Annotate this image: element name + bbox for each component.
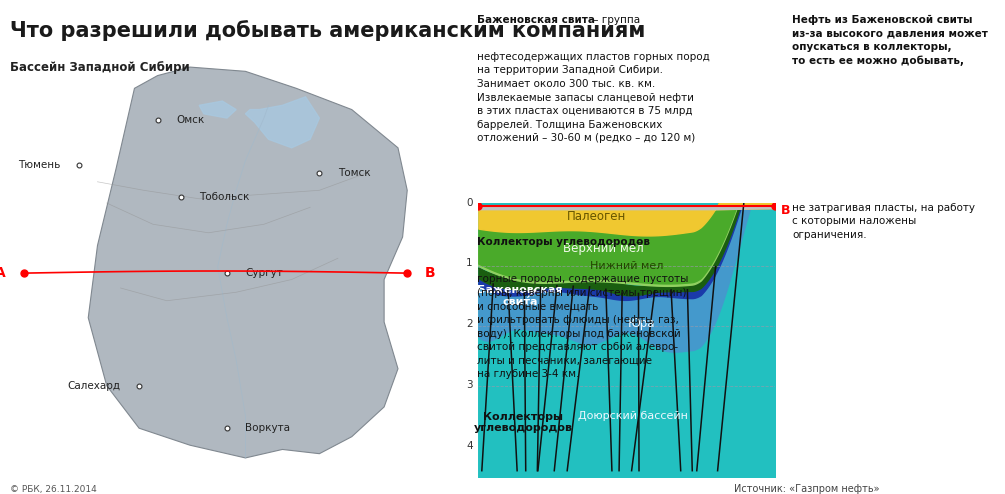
Text: Что разрешили добывать американским компаниям: Что разрешили добывать американским комп…	[10, 20, 645, 41]
Text: Тобольск: Тобольск	[199, 192, 249, 202]
Text: Томск: Томск	[338, 168, 371, 178]
Text: Омск: Омск	[176, 115, 204, 125]
Polygon shape	[245, 97, 320, 148]
Text: B: B	[781, 204, 790, 217]
Text: – группа: – группа	[590, 15, 640, 25]
Text: Нижний мел: Нижний мел	[590, 261, 663, 271]
Text: Воркута: Воркута	[245, 423, 290, 433]
Text: Бассейн Западной Сибири: Бассейн Западной Сибири	[10, 61, 189, 74]
Text: Баженовская
свита: Баженовская свита	[477, 285, 563, 307]
Text: Источник: «Газпром нефть»: Источник: «Газпром нефть»	[734, 484, 879, 494]
Text: Доюрский бассейн: Доюрский бассейн	[578, 412, 687, 421]
Text: Баженовская свита: Баженовская свита	[477, 15, 595, 25]
Text: горные породы, содержащие пустоты
(поры, каверны или системы трещин)
и способные: горные породы, содержащие пустоты (поры,…	[477, 274, 688, 379]
Text: Салехард: Салехард	[67, 381, 121, 391]
Text: Верхний мел: Верхний мел	[563, 243, 643, 255]
Text: Коллекторы
углеводородов: Коллекторы углеводородов	[473, 412, 573, 433]
Text: Тюмень: Тюмень	[18, 160, 60, 170]
Polygon shape	[88, 67, 407, 458]
Text: Палеоген: Палеоген	[568, 210, 626, 223]
Text: Юра: Юра	[628, 317, 655, 329]
Text: A: A	[0, 266, 6, 280]
Text: не затрагивая пласты, на работу
с которыми наложены
ограничения.: не затрагивая пласты, на работу с которы…	[792, 203, 975, 240]
Text: 4: 4	[466, 441, 472, 451]
Text: нефтесодержащих пластов горных пород
на территории Западной Сибири.
Занимает око: нефтесодержащих пластов горных пород на …	[477, 52, 711, 143]
Text: 0: 0	[466, 198, 472, 207]
Text: –: –	[633, 237, 641, 247]
Text: 3: 3	[466, 380, 472, 390]
Text: Нефть из Баженовской свиты
из-за высокого давления может
опускаться в коллекторы: Нефть из Баженовской свиты из-за высоког…	[792, 15, 988, 66]
Text: 2: 2	[466, 320, 472, 329]
Text: Коллекторы углеводородов: Коллекторы углеводородов	[477, 237, 650, 247]
Text: B: B	[425, 266, 435, 280]
Text: Сургут: Сургут	[245, 268, 283, 278]
Text: 1: 1	[466, 258, 472, 268]
Polygon shape	[199, 101, 236, 118]
Text: © РБК, 26.11.2014: © РБК, 26.11.2014	[10, 485, 96, 494]
